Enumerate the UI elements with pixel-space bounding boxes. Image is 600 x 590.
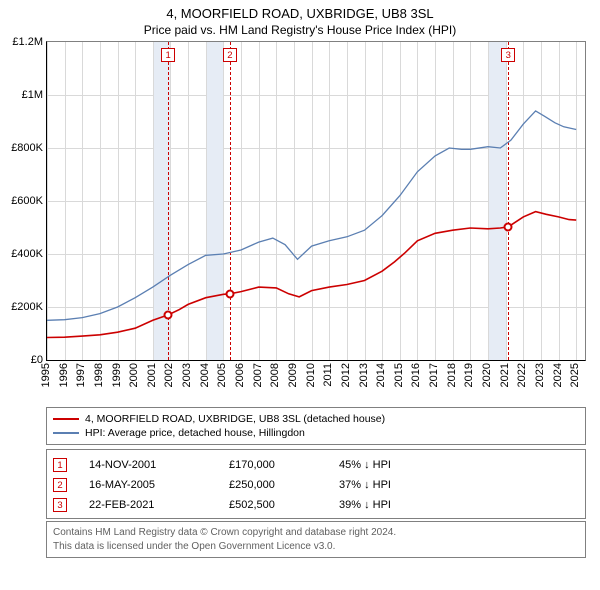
event-date: 22-FEB-2021 [67, 499, 229, 511]
page-subtitle: Price paid vs. HM Land Registry's House … [0, 21, 600, 41]
event-marker-box: 3 [501, 48, 515, 62]
event-row: 322-FEB-2021£502,50039% ↓ HPI [53, 495, 579, 515]
series-line [47, 111, 576, 320]
y-axis-label: £1M [22, 89, 47, 101]
event-row: 216-MAY-2005£250,00037% ↓ HPI [53, 475, 579, 495]
x-axis-label: 1999 [111, 363, 123, 387]
y-axis-label: £1.2M [12, 36, 47, 48]
event-date: 14-NOV-2001 [67, 459, 229, 471]
x-axis-label: 2001 [146, 363, 158, 387]
x-axis-label: 2002 [163, 363, 175, 387]
chart-container: { "title": "4, MOORFIELD ROAD, UXBRIDGE,… [0, 0, 600, 590]
legend-row: HPI: Average price, detached house, Hill… [53, 426, 579, 440]
x-axis-label: 2018 [446, 363, 458, 387]
footer-box: Contains HM Land Registry data © Crown c… [46, 521, 586, 558]
chart-plot-area: £0£200K£400K£600K£800K£1M£1.2M123 [46, 41, 586, 361]
footer-line: This data is licensed under the Open Gov… [53, 540, 579, 554]
x-axis-label: 2012 [340, 363, 352, 387]
y-axis-label: £200K [11, 301, 47, 313]
legend-label: HPI: Average price, detached house, Hill… [85, 427, 305, 439]
event-marker-dot [225, 289, 234, 298]
line-plot-svg [47, 42, 585, 360]
series-line [47, 212, 576, 338]
event-price: £502,500 [229, 499, 339, 511]
events-box: 114-NOV-2001£170,00045% ↓ HPI216-MAY-200… [46, 449, 586, 519]
event-marker-box: 2 [223, 48, 237, 62]
y-axis-label: £400K [11, 248, 47, 260]
x-axis-label: 2006 [234, 363, 246, 387]
legend-label: 4, MOORFIELD ROAD, UXBRIDGE, UB8 3SL (de… [85, 413, 385, 425]
event-delta: 45% ↓ HPI [339, 459, 579, 471]
x-axis-label: 2022 [516, 363, 528, 387]
page-title: 4, MOORFIELD ROAD, UXBRIDGE, UB8 3SL [0, 0, 600, 21]
x-axis-label: 2013 [358, 363, 370, 387]
x-axis-label: 2019 [463, 363, 475, 387]
x-axis-label: 2015 [393, 363, 405, 387]
event-delta: 37% ↓ HPI [339, 479, 579, 491]
x-axis-label: 1996 [58, 363, 70, 387]
x-axis-label: 1995 [40, 363, 52, 387]
x-axis-label: 2004 [199, 363, 211, 387]
event-number-box: 2 [53, 478, 67, 492]
event-price: £170,000 [229, 459, 339, 471]
event-marker-dot [504, 222, 513, 231]
legend-swatch-icon [53, 418, 79, 420]
y-axis-label: £800K [11, 142, 47, 154]
x-axis-label: 2008 [269, 363, 281, 387]
event-row: 114-NOV-2001£170,00045% ↓ HPI [53, 455, 579, 475]
legend-box: 4, MOORFIELD ROAD, UXBRIDGE, UB8 3SL (de… [46, 407, 586, 445]
x-axis-label: 2016 [410, 363, 422, 387]
event-price: £250,000 [229, 479, 339, 491]
y-axis-label: £600K [11, 195, 47, 207]
x-axis-label: 2009 [287, 363, 299, 387]
event-marker-box: 1 [161, 48, 175, 62]
x-axis-label: 2017 [428, 363, 440, 387]
x-axis-label: 2011 [322, 363, 334, 387]
x-axis-label: 2007 [252, 363, 264, 387]
x-axis-label: 2024 [552, 363, 564, 387]
event-date: 16-MAY-2005 [67, 479, 229, 491]
x-axis-label: 2014 [375, 363, 387, 387]
x-axis-label: 2021 [499, 363, 511, 387]
event-marker-dot [164, 310, 173, 319]
x-axis-label: 2025 [569, 363, 581, 387]
x-axis-label: 2000 [128, 363, 140, 387]
x-axis-label: 2003 [181, 363, 193, 387]
legend-swatch-icon [53, 432, 79, 434]
x-axis-label: 2023 [534, 363, 546, 387]
footer-line: Contains HM Land Registry data © Crown c… [53, 526, 579, 540]
event-delta: 39% ↓ HPI [339, 499, 579, 511]
x-axis-label: 2005 [216, 363, 228, 387]
x-axis-label: 1998 [93, 363, 105, 387]
x-axis-label: 1997 [75, 363, 87, 387]
event-number-box: 1 [53, 458, 67, 472]
event-number-box: 3 [53, 498, 67, 512]
x-axis-label: 2020 [481, 363, 493, 387]
x-axis: 1995199619971998199920002001200220032004… [46, 361, 586, 403]
x-axis-label: 2010 [305, 363, 317, 387]
legend-row: 4, MOORFIELD ROAD, UXBRIDGE, UB8 3SL (de… [53, 412, 579, 426]
